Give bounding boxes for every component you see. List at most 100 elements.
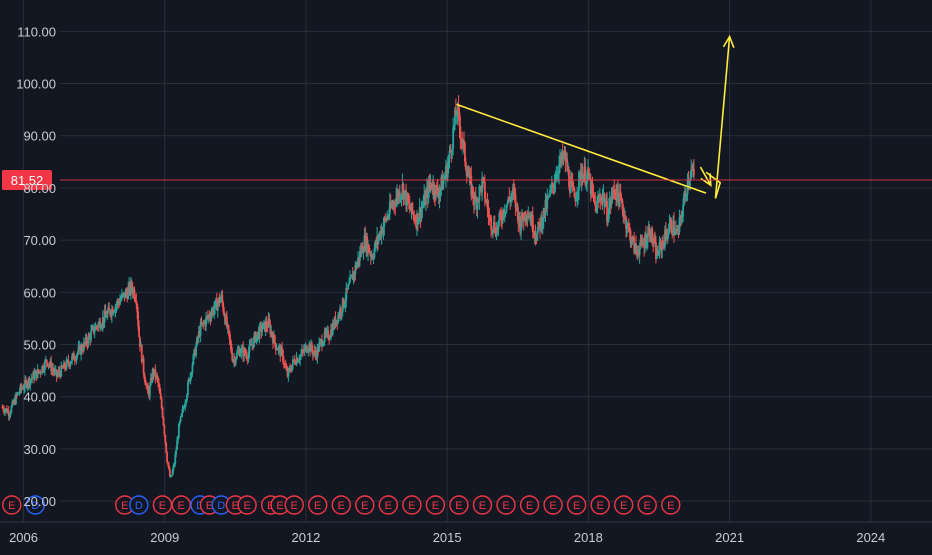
candle-body (648, 227, 651, 237)
candle-body (301, 350, 304, 352)
earnings-marker[interactable]: E (590, 495, 610, 515)
candle-body (677, 229, 680, 233)
candle-body (107, 307, 110, 313)
earnings-marker[interactable]: E (152, 495, 173, 515)
candle-body (268, 318, 271, 324)
earnings-marker[interactable]: E (472, 495, 493, 515)
earnings-marker[interactable]: E (637, 495, 657, 515)
candle-body (10, 406, 13, 413)
candle-body (175, 449, 178, 455)
candle-body (254, 332, 256, 337)
candle-body (609, 199, 612, 205)
event-letter: E (620, 500, 627, 512)
candle-body (244, 353, 247, 355)
event-letter: E (178, 500, 185, 512)
candle-body (601, 194, 604, 202)
earnings-marker[interactable]: E (496, 495, 516, 515)
earnings-marker[interactable]: E (2, 495, 22, 515)
earnings-marker[interactable]: E (171, 495, 191, 515)
candle-body (351, 274, 354, 281)
candle-body (254, 332, 257, 343)
earnings-marker[interactable]: E (237, 495, 257, 515)
earnings-marker[interactable]: E (378, 495, 399, 515)
candle-body (15, 394, 17, 404)
candle-body (293, 360, 296, 364)
candle-body (129, 282, 132, 293)
trend-drawings[interactable] (456, 34, 735, 199)
event-letter: E (455, 500, 462, 512)
candle-body (615, 193, 617, 201)
candle-body (295, 358, 298, 365)
candle-body (184, 403, 187, 408)
candle-body (622, 209, 625, 218)
candle-body (34, 370, 37, 374)
earnings-marker[interactable]: E (402, 495, 422, 515)
earnings-marker[interactable]: E (543, 495, 563, 515)
candle-body (538, 221, 541, 224)
earnings-marker[interactable]: E (613, 495, 634, 515)
candle-body (222, 302, 225, 312)
candle-body (287, 368, 290, 377)
candle-body (498, 213, 501, 222)
dividend-marker[interactable]: D (211, 495, 231, 515)
candle-body (291, 365, 293, 371)
candle-body (628, 227, 631, 231)
event-letter: E (596, 500, 603, 512)
candle-body (407, 201, 410, 204)
candle-body (245, 354, 248, 359)
earnings-marker[interactable]: E (308, 495, 328, 515)
candle-body (263, 321, 266, 332)
earnings-marker[interactable]: E (449, 495, 469, 515)
candle-body (31, 377, 34, 379)
candle-body (20, 385, 23, 389)
candle-body (659, 242, 662, 244)
candle-body (185, 400, 188, 404)
candle-body (286, 370, 289, 377)
candle-body (401, 183, 404, 195)
candle-body (212, 309, 215, 314)
candles (1, 95, 695, 478)
earnings-marker[interactable]: E (661, 495, 681, 515)
candle-body (209, 317, 212, 319)
candle-body (104, 310, 107, 316)
grid (23, 0, 932, 522)
candle-body (502, 209, 505, 216)
candle-body (572, 186, 575, 189)
candle-body (532, 231, 535, 235)
candle-body (190, 372, 193, 374)
dividend-marker[interactable]: D (129, 495, 149, 515)
candle-body (323, 331, 326, 342)
earnings-marker[interactable]: E (284, 495, 304, 515)
candle-body (423, 194, 426, 205)
candle-body (643, 243, 646, 249)
earnings-dividend-events[interactable]: EDEDEEDEDEEEEEEEEEEEEEEEEEEEEE (2, 495, 681, 515)
candle-body (114, 306, 117, 312)
candle-body (588, 178, 591, 180)
earnings-marker[interactable]: E (355, 495, 375, 515)
candle-body (234, 358, 236, 363)
candle-body (129, 283, 131, 293)
candle-body (120, 299, 122, 301)
candle-body (378, 236, 380, 241)
candle-body (501, 220, 503, 222)
candle-body (247, 352, 250, 360)
candle-body (456, 105, 459, 116)
earnings-marker[interactable]: E (331, 495, 351, 515)
candle-body (523, 212, 526, 222)
earnings-marker[interactable]: E (425, 495, 446, 515)
earnings-marker[interactable]: E (519, 495, 540, 515)
candle-body (19, 385, 22, 392)
earnings-marker[interactable]: E (115, 495, 135, 515)
candle-body (495, 227, 498, 237)
candle-body (347, 284, 350, 290)
candle-body (290, 370, 293, 372)
earnings-marker[interactable]: E (566, 495, 587, 515)
candle-body (266, 326, 269, 328)
candle-body (378, 231, 381, 237)
dividend-marker[interactable]: D (25, 495, 46, 515)
event-circle (637, 495, 657, 515)
candle-body (597, 199, 599, 201)
candle-body (284, 363, 287, 368)
